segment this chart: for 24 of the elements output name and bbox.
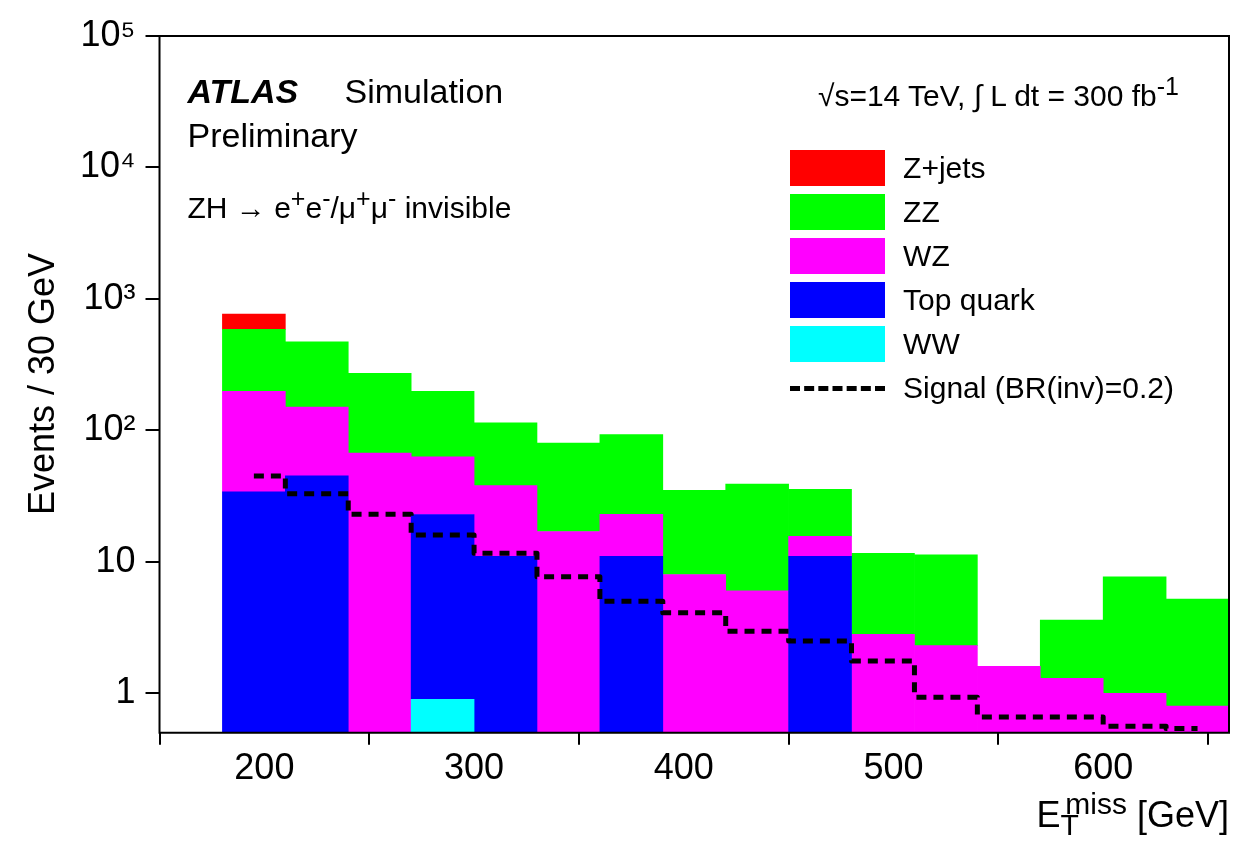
annotation: Preliminary [187, 116, 358, 154]
x-tick-label: 200 [234, 746, 295, 788]
x-tick-label: 300 [444, 746, 505, 788]
text: ZH → e$^{+}$e$^{-}$/μ$^{+}$μ$^{-}$ invisible [187, 184, 512, 224]
annotation: ATLAS [187, 72, 299, 110]
annotation: √s=14 TeV, ∫ L dt = 300 fb$^{-1}$ [817, 72, 1179, 112]
legend-label: Signal (BR(inv)=0.2) [903, 371, 1174, 405]
x-tick-label: 500 [863, 746, 924, 788]
legend-label: WW [903, 327, 960, 361]
legend-label: Top quark [903, 283, 1035, 317]
y-tick-label: 1 [115, 670, 136, 712]
legend-label: WZ [903, 239, 950, 273]
annotation: Simulation [344, 72, 504, 110]
y-tick-label: 10⁴ [80, 144, 136, 186]
y-tick-label: 10³ [83, 275, 136, 317]
legend-label: Z+jets [903, 151, 986, 185]
y-tick-label: 10⁵ [80, 12, 136, 54]
x-tick-label: 600 [1073, 746, 1134, 788]
y-tick-label: 10² [83, 407, 136, 449]
y-tick-label: 10 [95, 538, 136, 580]
x-tick-label: 400 [653, 746, 714, 788]
y-axis-title: Events / 30 GeV [21, 253, 62, 516]
legend-label: ZZ [903, 195, 940, 229]
x-axis-title: E$_{T}$$^{miss}$ [GeV] [1036, 786, 1229, 841]
